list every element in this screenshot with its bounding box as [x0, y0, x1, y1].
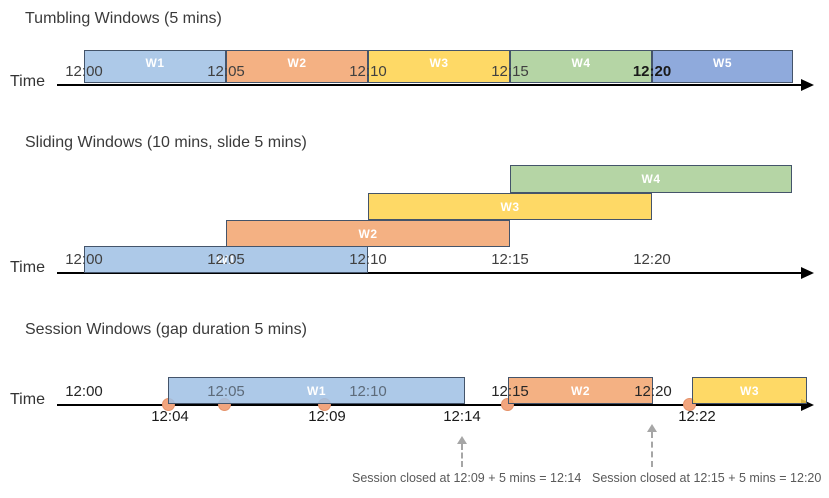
tumbling-tick-1220: 12:20: [632, 63, 672, 80]
sliding-window-w1: W1: [84, 246, 368, 273]
session-tick-1215: 12:15: [491, 383, 529, 400]
tumbling-window-w1: W1: [84, 50, 226, 83]
tumbling-window-w4: W4: [510, 50, 652, 83]
window-label: W1: [307, 383, 326, 398]
window-label: W4: [571, 56, 591, 70]
event-time-label-1214: 12:14: [443, 408, 481, 425]
sliding-tick-1205: 12:05: [207, 251, 245, 268]
sliding-section-title: Sliding Windows (10 mins, slide 5 mins): [25, 134, 307, 151]
sliding-time-axis-label: Time: [10, 259, 45, 276]
window-label: W3: [740, 383, 759, 398]
event-time-label-1204: 12:04: [151, 408, 189, 425]
session-window-w1: W1: [168, 377, 465, 404]
session-closed-arrow-1214-icon: [455, 436, 469, 467]
tumbling-axis-arrowhead-icon: [801, 79, 814, 91]
tumbling-section-title: Tumbling Windows (5 mins): [25, 10, 222, 27]
session-tick-1205: 12:05: [207, 383, 245, 400]
tumbling-tick-1215: 12:15: [491, 63, 529, 80]
sliding-window-w4: W4: [510, 165, 792, 193]
tumbling-window-w3: W3: [368, 50, 510, 83]
event-time-label-1209: 12:09: [308, 408, 346, 425]
sliding-tick-1210: 12:10: [349, 251, 387, 268]
session-time-axis: [57, 404, 802, 406]
window-label: W4: [641, 172, 661, 186]
sliding-window-w3: W3: [368, 193, 652, 220]
session-tick-1200: 12:00: [65, 383, 103, 400]
window-label: W3: [429, 56, 449, 70]
tumbling-tick-1200: 12:00: [65, 63, 103, 80]
sliding-window-w2: W2: [226, 220, 510, 247]
session-time-axis-label: Time: [10, 391, 45, 408]
window-label: W2: [287, 56, 307, 70]
window-label: W2: [358, 226, 378, 241]
sliding-tick-1220: 12:20: [633, 251, 671, 268]
session-window-w2: W2: [508, 377, 653, 404]
sliding-time-axis: [57, 272, 802, 274]
session-tick-1210: 12:10: [349, 383, 387, 400]
tumbling-window-w5: W5: [652, 50, 793, 83]
tumbling-tick-1205: 12:05: [207, 63, 245, 80]
session-tick-1220: 12:20: [634, 383, 672, 400]
event-time-label-1222: 12:22: [678, 408, 716, 425]
tumbling-tick-1210: 12:10: [349, 63, 387, 80]
sliding-tick-1215: 12:15: [491, 251, 529, 268]
session-closed-arrow-1220-icon: [645, 424, 659, 467]
session-closed-annotation-2: Session closed at 12:15 + 5 mins = 12:20: [592, 471, 822, 485]
session-window-w3: W3: [692, 377, 807, 404]
tumbling-time-axis: [57, 84, 802, 86]
window-label: W2: [571, 383, 590, 398]
tumbling-window-w2: W2: [226, 50, 368, 83]
window-label: W3: [500, 199, 520, 214]
window-label: W1: [216, 252, 236, 267]
window-label: W5: [713, 56, 732, 70]
sliding-tick-1200: 12:00: [65, 251, 103, 268]
sliding-axis-arrowhead-icon: [801, 267, 814, 279]
window-label: W1: [145, 56, 165, 70]
session-section-title: Session Windows (gap duration 5 mins): [25, 321, 307, 338]
tumbling-time-axis-label: Time: [10, 73, 45, 90]
session-closed-annotation-1: Session closed at 12:09 + 5 mins = 12:14: [352, 471, 582, 485]
